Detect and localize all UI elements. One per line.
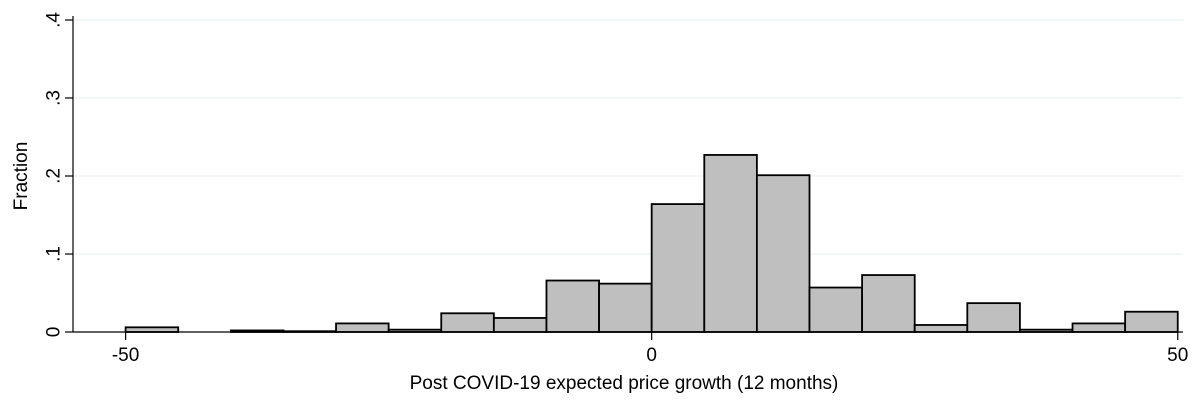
histogram-bar xyxy=(703,154,758,333)
axes xyxy=(72,16,1183,333)
x-axis-label: Post COVID-19 expected price growth (12 … xyxy=(410,373,839,394)
y-tick-label: .4 xyxy=(44,12,65,28)
histogram-bar xyxy=(808,286,863,333)
y-tick-label: 0 xyxy=(44,327,65,338)
histogram-bar xyxy=(966,302,1021,333)
histogram-bar xyxy=(913,324,969,333)
histogram-bars xyxy=(124,154,1179,333)
histogram-bar xyxy=(598,282,653,333)
x-tick-label: 0 xyxy=(646,345,657,366)
y-tick-label: .1 xyxy=(44,246,65,262)
y-axis-label: Fraction xyxy=(11,142,32,211)
x-tick-label: -50 xyxy=(112,345,139,366)
histogram-bar xyxy=(650,203,706,333)
y-tick-label: .2 xyxy=(44,168,65,184)
histogram-bar xyxy=(755,174,811,333)
histogram-bar xyxy=(1124,310,1179,333)
x-tick-label: 50 xyxy=(1167,345,1188,366)
grid-lines xyxy=(73,19,1183,255)
x-axis-ticks: -50 0 50 xyxy=(112,332,1188,366)
histogram-bar xyxy=(440,312,495,333)
y-tick-label: .3 xyxy=(44,90,65,106)
histogram-bar xyxy=(1071,322,1127,333)
y-axis-ticks: 0 .1 .2 .3 .4 xyxy=(44,12,73,338)
histogram-bar xyxy=(545,279,600,333)
histogram-bar xyxy=(861,274,916,333)
histogram-bar xyxy=(335,322,390,333)
histogram-bar xyxy=(124,326,180,333)
histogram-bar xyxy=(492,317,548,333)
